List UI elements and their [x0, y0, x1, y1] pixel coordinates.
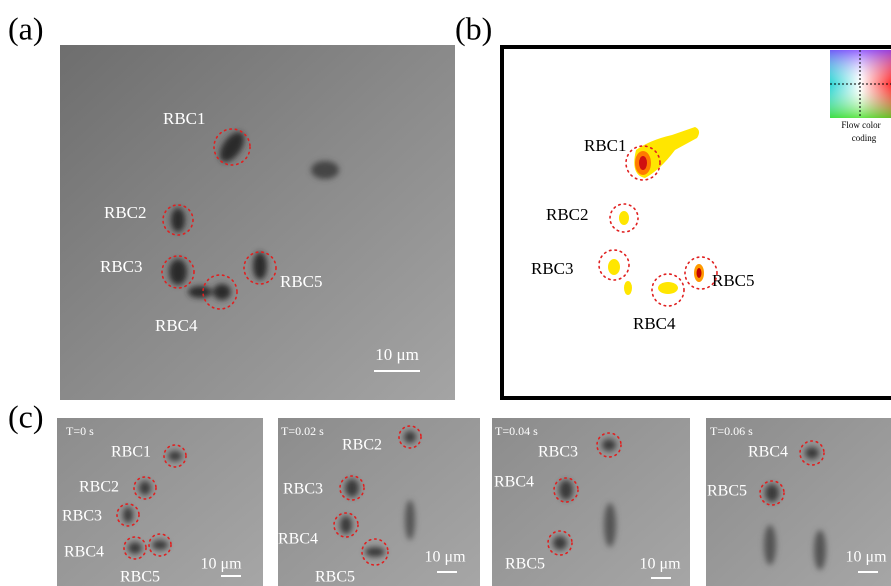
- legend-label: Flow color: [841, 120, 880, 130]
- time-label: T=0.04 s: [495, 424, 538, 438]
- figure: (a)(b)(c)RBC1RBC2RBC3RBC4RBC510 μmRBC1RB…: [0, 0, 891, 586]
- cell-label: RBC5: [280, 272, 323, 291]
- panel-label: (b): [455, 10, 492, 46]
- cell-label: RBC5: [712, 271, 755, 290]
- cell-label: RBC4: [278, 531, 318, 548]
- cell-label: RBC2: [104, 203, 147, 222]
- cell-label: RBC5: [315, 569, 355, 586]
- cell-label: RBC3: [62, 508, 102, 525]
- page: (a)(b)(c)RBC1RBC2RBC3RBC4RBC510 μmRBC1RB…: [0, 0, 891, 586]
- cell-label: RBC4: [155, 316, 198, 335]
- scale-bar-label: 10 μm: [200, 556, 242, 573]
- scale-bar-label: 10 μm: [845, 549, 887, 566]
- scale-bar-label: 10 μm: [375, 345, 419, 364]
- cell-label: RBC3: [100, 257, 143, 276]
- cell-label: RBC4: [64, 544, 104, 561]
- cell-label: RBC5: [707, 483, 747, 500]
- cell-label: RBC3: [538, 444, 578, 461]
- cell-label: RBC3: [531, 259, 574, 278]
- cell-label: RBC2: [342, 437, 382, 454]
- cell-label: RBC2: [79, 479, 119, 496]
- panel-label: (c): [8, 398, 44, 434]
- panel-label: (a): [8, 10, 44, 46]
- legend-label: coding: [852, 133, 877, 143]
- cell-label: RBC1: [584, 136, 627, 155]
- time-label: T=0.06 s: [710, 424, 753, 438]
- cell-label: RBC1: [111, 444, 151, 461]
- cell-label: RBC4: [494, 474, 534, 491]
- cell-label: RBC4: [633, 314, 676, 333]
- time-label: T=0 s: [66, 424, 94, 438]
- cell-label: RBC5: [505, 556, 545, 573]
- scale-bar-label: 10 μm: [424, 549, 466, 566]
- scale-bar-label: 10 μm: [639, 556, 681, 573]
- time-label: T=0.02 s: [281, 424, 324, 438]
- cell-label: RBC3: [283, 481, 323, 498]
- cell-label: RBC1: [163, 109, 206, 128]
- cell-label: RBC4: [748, 444, 788, 461]
- cell-label: RBC2: [546, 205, 589, 224]
- cell-label: RBC5: [120, 569, 160, 586]
